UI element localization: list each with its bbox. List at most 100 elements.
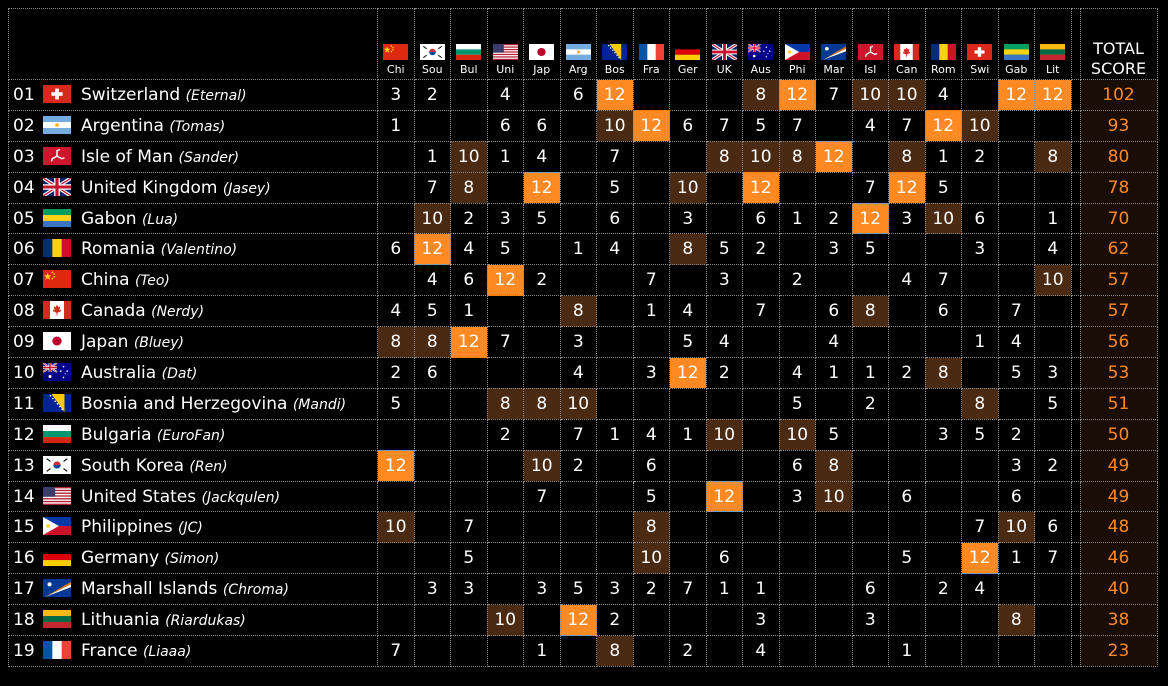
country-cell: 06 Romania (Valentino) — [8, 233, 378, 266]
score-cell — [596, 357, 634, 389]
score-cell: 7 — [924, 264, 962, 297]
japan-flag-icon — [43, 332, 71, 351]
total-score: 93 — [1079, 109, 1158, 142]
score-cell: 2 — [888, 357, 926, 389]
total-score: 62 — [1079, 233, 1158, 266]
score-cell — [596, 264, 634, 297]
rank: 11 — [13, 393, 35, 414]
isle-of-man-flag-icon — [43, 146, 71, 165]
country-name: South Korea — [81, 455, 185, 476]
table-row: 01 Switzerland (Eternal) 3 2 4 6 12 8 12 7 10 10 4 12… — [8, 79, 1158, 111]
score-cell — [961, 171, 999, 204]
score-cell: 5 — [961, 418, 999, 451]
score-cell: 6 — [377, 233, 415, 266]
score-cell: 5 — [669, 326, 707, 359]
score-cell — [486, 511, 524, 544]
artist-name: (Nerdy) — [151, 304, 205, 321]
column-gap — [1070, 418, 1081, 451]
score-cell — [1034, 635, 1072, 667]
score-cell — [815, 171, 853, 204]
column-gap — [1070, 604, 1081, 637]
score-cell: 2 — [705, 357, 743, 389]
voter-header-phi: Phi — [778, 8, 816, 80]
philippines-flag-icon — [43, 517, 71, 536]
score-cell: 7 — [961, 511, 999, 544]
score-cell: 8 — [377, 326, 415, 359]
score-cell: 7 — [377, 635, 415, 667]
score-cell — [924, 480, 962, 513]
score-cell: 2 — [669, 635, 707, 667]
score-cell — [450, 418, 488, 451]
score-cell — [851, 542, 889, 575]
score-cell — [778, 326, 816, 359]
country-name: Philippines — [81, 517, 173, 538]
score-cell: 8 — [523, 387, 561, 420]
score-cell: 6 — [596, 202, 634, 235]
total-score: 56 — [1079, 326, 1158, 359]
score-cell: 3 — [997, 449, 1035, 482]
score-cell: 3 — [851, 604, 889, 637]
score-cell — [596, 511, 634, 544]
table-row: 15 Philippines (JC) 10 7 8 7 10 6 48 — [8, 511, 1158, 544]
table-row: 04 United Kingdom (Jasey) 7 8 12 5 10 12 7 12 5 78 — [8, 171, 1158, 204]
score-cell — [632, 387, 670, 420]
rank: 14 — [13, 486, 35, 507]
score-cell: 10 — [815, 480, 853, 513]
score-cell — [596, 542, 634, 575]
score-cell: 8 — [851, 295, 889, 328]
artist-name: (Ren) — [189, 458, 228, 475]
score-cell — [778, 171, 816, 204]
score-cell: 5 — [851, 233, 889, 266]
voter-header-mar: Mar — [815, 8, 853, 80]
score-cell — [888, 604, 926, 637]
voter-label: Swi — [970, 63, 990, 76]
country-cell: 14 United States (Jackqulen) — [8, 480, 378, 513]
score-cell — [523, 357, 561, 389]
voter-header-fra: Fra — [632, 8, 670, 80]
score-cell: 6 — [1034, 511, 1072, 544]
artist-name: (Jasey) — [222, 180, 271, 197]
score-cell: 6 — [632, 449, 670, 482]
score-cell: 1 — [377, 109, 415, 142]
score-cell: 7 — [596, 140, 634, 173]
romania-flag-icon — [930, 44, 956, 60]
score-cell: 2 — [1034, 449, 1072, 482]
score-cell — [815, 573, 853, 606]
marshall-islands-flag-icon — [43, 579, 71, 598]
voter-header-aus: Aus — [742, 8, 780, 80]
score-cell — [961, 79, 999, 111]
country-name: Canada — [81, 301, 146, 322]
score-cell: 2 — [486, 418, 524, 451]
corner-cell — [8, 8, 378, 80]
total-score: 48 — [1079, 511, 1158, 544]
score-cell: 10 — [924, 202, 962, 235]
rank: 12 — [13, 424, 35, 445]
voter-label: Chi — [386, 63, 405, 76]
score-cell: 6 — [851, 573, 889, 606]
score-cell: 6 — [815, 295, 853, 328]
score-cell — [450, 357, 488, 389]
score-cell: 4 — [377, 295, 415, 328]
score-cell — [705, 635, 743, 667]
country-cell: 05 Gabon (Lua) — [8, 202, 378, 235]
score-cell: 12 — [596, 79, 634, 111]
score-cell: 10 — [961, 109, 999, 142]
score-cell: 1 — [997, 542, 1035, 575]
score-cell: 5 — [778, 387, 816, 420]
score-cell — [596, 449, 634, 482]
score-cell — [413, 109, 451, 142]
score-cell — [450, 635, 488, 667]
score-cell — [486, 480, 524, 513]
score-cell: 10 — [486, 604, 524, 637]
country-name: Germany — [81, 548, 160, 569]
country-name: Japan — [81, 332, 129, 353]
score-cell: 3 — [888, 202, 926, 235]
score-cell: 3 — [742, 604, 780, 637]
total-score: 57 — [1079, 264, 1158, 297]
score-cell — [815, 387, 853, 420]
score-cell: 7 — [523, 480, 561, 513]
column-gap — [1070, 79, 1081, 111]
score-cell — [888, 295, 926, 328]
score-cell — [961, 480, 999, 513]
score-cell: 5 — [559, 573, 597, 606]
